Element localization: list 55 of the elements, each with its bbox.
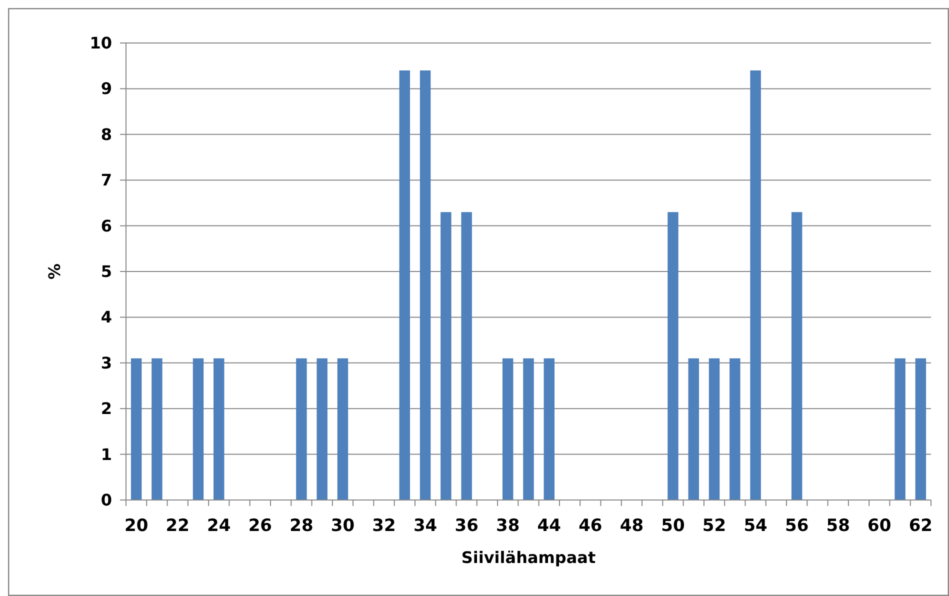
bar bbox=[688, 358, 699, 500]
bar bbox=[130, 358, 142, 500]
y-tick-label: 3 bbox=[100, 353, 112, 372]
x-tick-label: 60 bbox=[868, 516, 892, 536]
bar bbox=[316, 358, 328, 500]
y-tick-label: 10 bbox=[90, 34, 112, 52]
bar bbox=[730, 358, 740, 500]
bar bbox=[708, 358, 720, 500]
y-tick-label: 6 bbox=[100, 216, 112, 236]
x-tick-label: 52 bbox=[702, 516, 726, 536]
x-tick-label: 62 bbox=[908, 516, 933, 536]
x-tick-label: 38 bbox=[496, 516, 520, 536]
x-tick-label: 32 bbox=[372, 516, 396, 536]
bar bbox=[152, 358, 162, 500]
x-tick-label: 56 bbox=[784, 516, 809, 536]
bar bbox=[544, 358, 555, 500]
x-tick-label: 24 bbox=[207, 516, 231, 536]
bar bbox=[915, 358, 926, 500]
y-tick-label: 0 bbox=[100, 490, 112, 510]
y-tick-label: 5 bbox=[100, 262, 112, 281]
bar bbox=[420, 70, 431, 500]
x-tick-label: 54 bbox=[744, 516, 768, 536]
x-tick-label: 48 bbox=[620, 516, 644, 536]
x-tick-label: 36 bbox=[454, 516, 478, 536]
bar bbox=[296, 358, 307, 500]
bar bbox=[750, 70, 761, 500]
x-tick-label: 50 bbox=[661, 516, 685, 536]
bar bbox=[894, 358, 906, 500]
x-tick-label: 26 bbox=[248, 516, 272, 536]
x-tick-label: 20 bbox=[124, 516, 148, 536]
x-tick-label: 22 bbox=[166, 516, 190, 536]
x-tick-label: 58 bbox=[826, 516, 850, 536]
bar bbox=[502, 358, 514, 500]
y-tick-label: 7 bbox=[100, 170, 112, 190]
x-axis-title: Siivilähampaat bbox=[461, 548, 596, 567]
x-tick-label: 46 bbox=[578, 516, 602, 536]
x-tick-label: 28 bbox=[290, 516, 314, 536]
y-axis-title: % bbox=[45, 263, 64, 280]
y-tick-label: 2 bbox=[100, 399, 112, 418]
y-tick-label: 9 bbox=[100, 79, 112, 98]
bar bbox=[791, 212, 802, 500]
y-tick-label: 1 bbox=[100, 444, 112, 464]
x-tick-label: 44 bbox=[537, 516, 562, 536]
bar bbox=[337, 358, 348, 500]
x-tick-label: 34 bbox=[413, 516, 438, 536]
bar bbox=[214, 358, 224, 500]
bar bbox=[440, 212, 452, 500]
bar bbox=[399, 70, 410, 500]
x-tick-label: 30 bbox=[330, 516, 355, 536]
bar bbox=[192, 358, 204, 500]
bar bbox=[523, 358, 534, 500]
bar bbox=[668, 212, 678, 500]
y-tick-label: 8 bbox=[100, 124, 112, 144]
bar bbox=[461, 212, 472, 500]
y-tick-label: 4 bbox=[100, 308, 112, 327]
